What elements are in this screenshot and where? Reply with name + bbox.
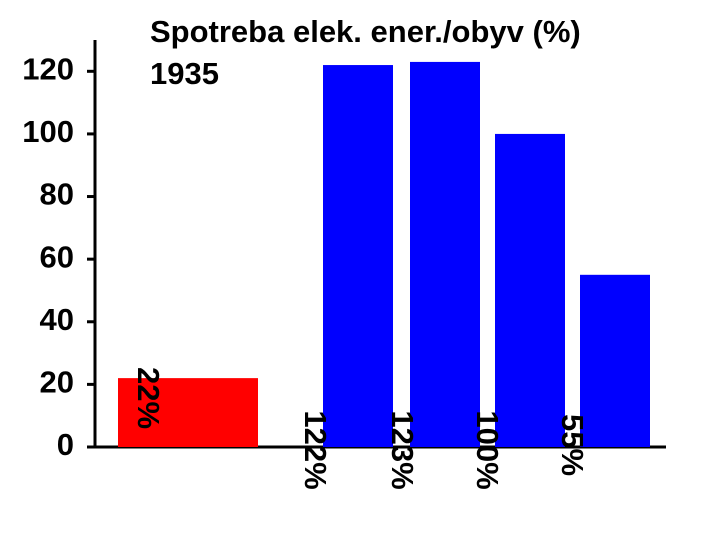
chart-subtitle: 1935 [150, 56, 219, 91]
bar [323, 65, 393, 448]
bar [495, 133, 565, 447]
value-label: 55% [555, 414, 590, 476]
y-tick-label: 80 [40, 177, 74, 212]
value-label: 122% [298, 410, 333, 489]
bar [580, 274, 650, 447]
bar [410, 61, 480, 448]
y-tick-label: 40 [40, 302, 74, 337]
bar [118, 378, 258, 447]
value-label: 100% [470, 410, 505, 489]
y-tick-label: 120 [22, 51, 74, 86]
y-tick-label: 60 [40, 239, 74, 274]
y-tick-label: 0 [57, 427, 74, 462]
value-label: 123% [385, 410, 420, 489]
value-label: 22% [131, 367, 166, 429]
chart-title: Spotreba elek. ener./obyv (%) [150, 14, 581, 49]
y-tick-label: 100 [22, 114, 74, 149]
y-tick-label: 20 [40, 365, 74, 400]
